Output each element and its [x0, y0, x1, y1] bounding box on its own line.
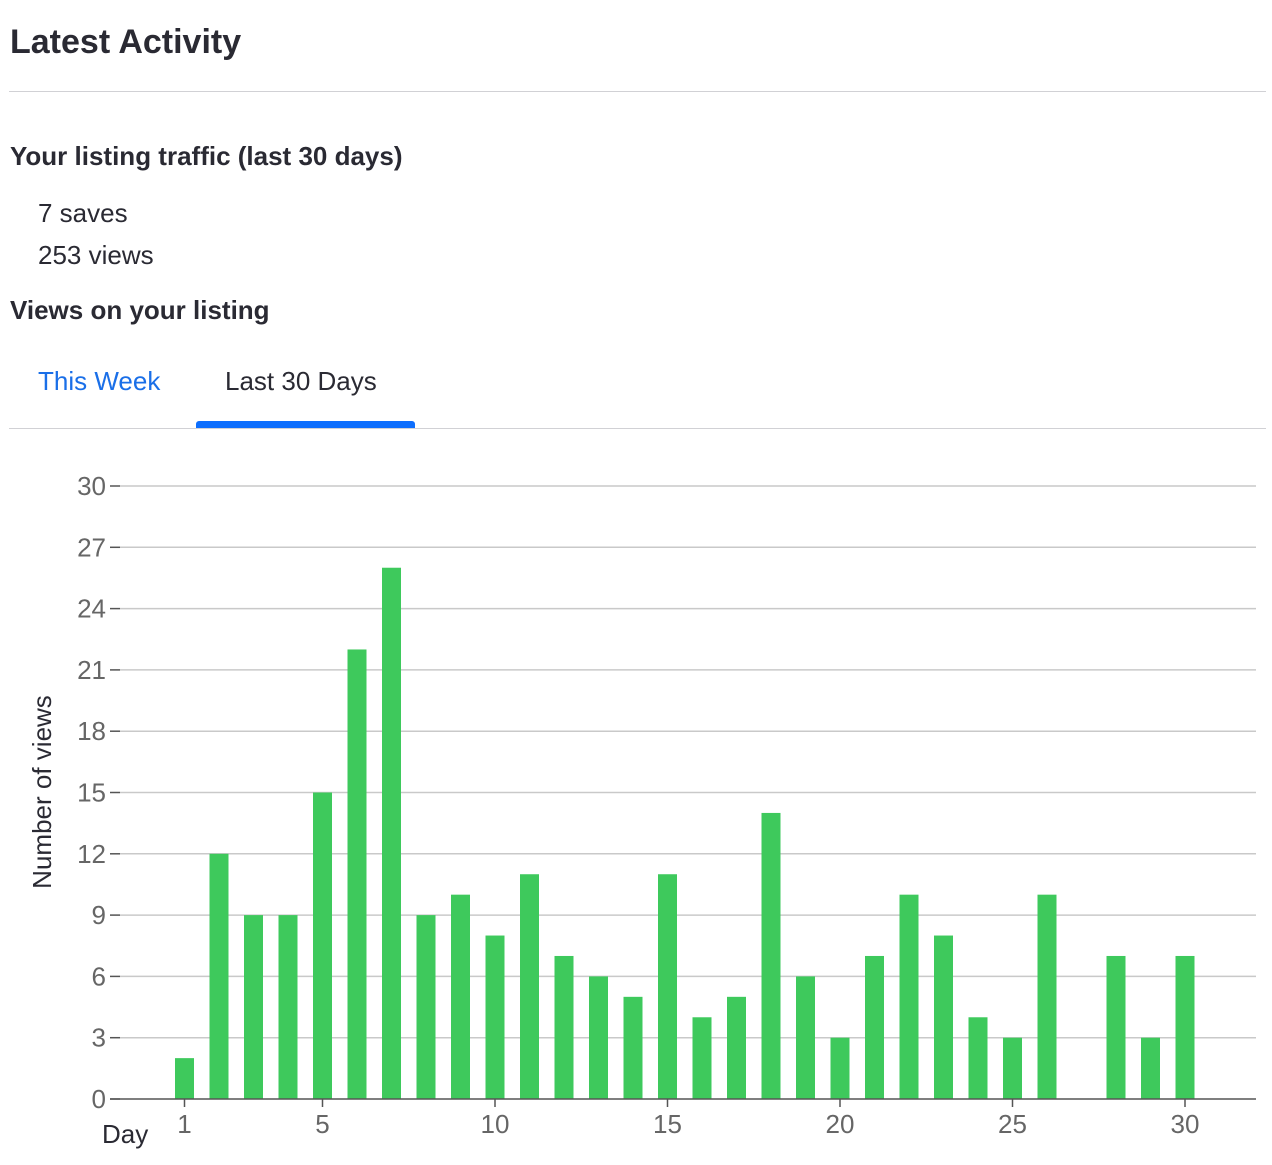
bar [1175, 955, 1195, 1099]
tabs-divider [9, 428, 1266, 429]
x-axis-label: Day [102, 1119, 148, 1149]
page-title: Latest Activity [10, 23, 242, 61]
tab-last-30-days[interactable]: Last 30 Days [196, 356, 415, 428]
y-tick-label: 18 [77, 716, 106, 746]
y-tick-label: 3 [92, 1023, 106, 1053]
y-tick-label: 30 [77, 471, 106, 501]
bar [347, 649, 367, 1099]
bar [209, 853, 229, 1099]
views-count: 253 views [38, 240, 154, 270]
bar [727, 996, 746, 1099]
bar [485, 935, 505, 1099]
y-tick-label: 12 [77, 839, 106, 869]
y-tick-label: 21 [77, 655, 106, 685]
bar [658, 874, 677, 1099]
bar [1141, 1037, 1160, 1099]
bar [692, 1017, 712, 1099]
y-axis-ticks: 0 3 6 9 12 15 18 21 24 27 30 [77, 471, 120, 1114]
active-tab-underline [196, 421, 415, 428]
bar [761, 812, 781, 1099]
bar [796, 976, 815, 1099]
bar [1037, 894, 1057, 1099]
y-tick-label: 0 [92, 1084, 106, 1114]
bar [968, 1017, 988, 1099]
x-axis-ticks: 1 5 10 15 20 25 30 [177, 1099, 1199, 1139]
bar [1003, 1037, 1022, 1099]
y-tick-label: 15 [77, 778, 106, 808]
grid-lines [120, 485, 1256, 1039]
bar [934, 935, 953, 1099]
x-tick-label: 25 [998, 1109, 1027, 1139]
bar [830, 1037, 850, 1099]
y-tick-label: 9 [92, 900, 106, 930]
bar [416, 915, 436, 1099]
bar [451, 894, 470, 1099]
traffic-heading: Your listing traffic (last 30 days) [10, 141, 403, 171]
bar [899, 894, 919, 1099]
y-axis-label: Number of views [27, 695, 57, 889]
y-tick-label: 27 [77, 532, 106, 562]
bar [554, 955, 574, 1099]
bar [865, 955, 884, 1099]
x-tick-label: 10 [481, 1109, 510, 1139]
x-tick-label: 30 [1171, 1109, 1200, 1139]
y-tick-label: 6 [92, 961, 106, 991]
bar [520, 874, 539, 1099]
views-heading: Views on your listing [10, 295, 270, 325]
bar [244, 915, 263, 1099]
bar [313, 792, 332, 1099]
tab-this-week-label: This Week [38, 366, 161, 396]
x-tick-label: 20 [826, 1109, 855, 1139]
bars [175, 567, 1195, 1099]
tab-last-30-days-label: Last 30 Days [225, 366, 377, 396]
x-tick-label: 15 [653, 1109, 682, 1139]
y-tick-label: 24 [77, 594, 106, 624]
bar [382, 567, 401, 1099]
saves-count: 7 saves [38, 198, 128, 228]
divider [9, 91, 1266, 92]
bar [1106, 955, 1126, 1099]
tab-this-week[interactable]: This Week [10, 356, 196, 428]
bar [589, 976, 608, 1099]
x-tick-label: 5 [315, 1109, 329, 1139]
bar [278, 915, 298, 1099]
bar [623, 996, 643, 1099]
bar [175, 1058, 194, 1099]
x-tick-label: 1 [177, 1109, 191, 1139]
